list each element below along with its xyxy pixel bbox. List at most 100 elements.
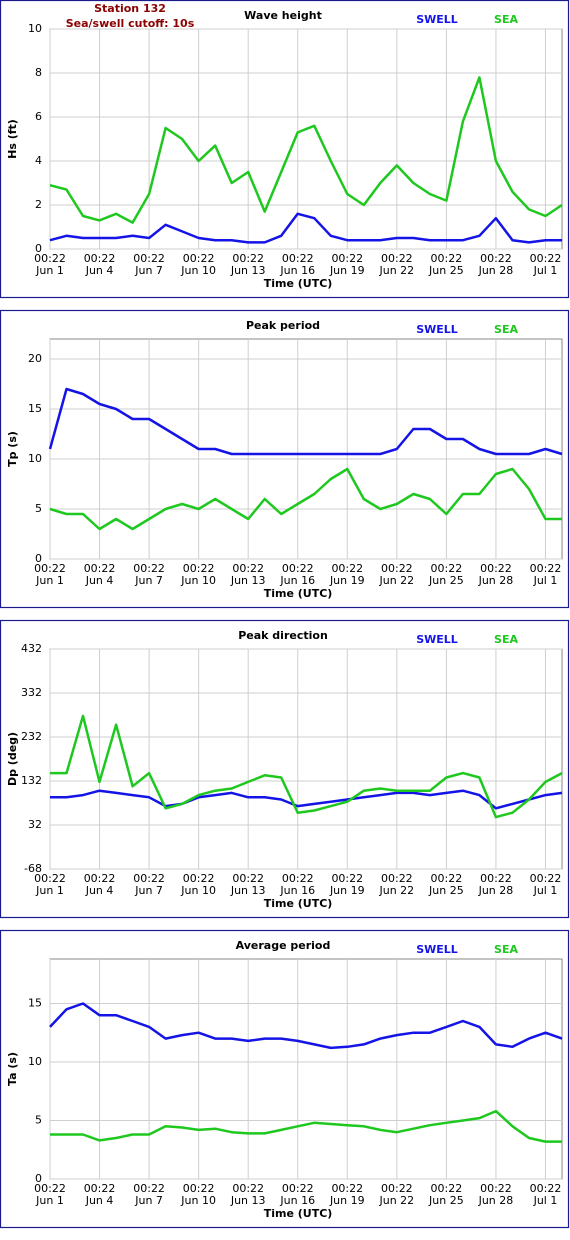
y-tick-label: 5: [35, 1113, 42, 1126]
y-tick-label: 4: [35, 154, 42, 167]
x-tick-label: 00:22: [183, 252, 215, 265]
x-tick-label: 00:22: [530, 562, 562, 575]
legend-label: SEA: [494, 943, 518, 956]
series-line: [49, 467, 562, 531]
x-tick-label: 00:22: [282, 562, 314, 575]
plot-area: [49, 648, 563, 870]
y-tick-label: 132: [21, 774, 42, 787]
x-tick-label: Jun 10: [180, 574, 216, 587]
x-tick-label: Jul 1: [533, 574, 558, 587]
x-tick-label: Jun 25: [428, 884, 464, 897]
x-tick-label: Jun 22: [378, 574, 414, 587]
y-tick-label: 15: [28, 996, 42, 1009]
x-tick-label: Jun 10: [180, 884, 216, 897]
x-tick-label: Jun 22: [378, 264, 414, 277]
x-tick-label: 00:22: [381, 872, 413, 885]
x-tick-label: 00:22: [84, 562, 116, 575]
y-tick-label: 10: [28, 1055, 42, 1068]
x-tick-label: 00:22: [133, 562, 165, 575]
x-tick-label: 00:22: [84, 1182, 116, 1195]
x-tick-label: 00:22: [530, 252, 562, 265]
y-axis-label: Dp (deg): [6, 732, 19, 786]
x-tick-label: Jun 28: [478, 884, 514, 897]
x-tick-label: Jun 10: [180, 264, 216, 277]
y-axis-label: Hs (ft): [6, 119, 19, 159]
y-tick-label: 10: [28, 22, 42, 35]
x-tick-label: 00:22: [34, 562, 66, 575]
x-tick-label: 00:22: [431, 872, 463, 885]
x-tick-label: Jun 4: [85, 264, 114, 277]
x-tick-label: 00:22: [232, 1182, 264, 1195]
chart-title: Peak period: [246, 319, 320, 332]
x-tick-label: Jun 4: [85, 884, 114, 897]
x-tick-label: Jun 7: [134, 574, 163, 587]
y-tick-label: 32: [28, 818, 42, 831]
x-tick-label: 00:22: [480, 562, 512, 575]
series-line: [49, 1002, 563, 1050]
x-tick-label: 00:22: [282, 1182, 314, 1195]
y-tick-label: 6: [35, 110, 42, 123]
y-tick-label: 8: [35, 66, 42, 79]
x-tick-label: Jun 22: [378, 1194, 414, 1207]
x-tick-label: 00:22: [480, 872, 512, 885]
x-tick-label: Jun 19: [329, 884, 365, 897]
y-tick-label: 332: [21, 686, 42, 699]
x-tick-label: Jun 1: [35, 884, 64, 897]
x-tick-label: Jun 10: [180, 1194, 216, 1207]
x-tick-label: 00:22: [530, 1182, 562, 1195]
plot-area: [49, 958, 563, 1180]
chart-title: Peak direction: [238, 629, 328, 642]
x-tick-label: Jun 7: [134, 264, 163, 277]
y-tick-label: -68: [24, 862, 42, 875]
legend-label: SEA: [494, 323, 518, 336]
x-tick-label: 00:22: [331, 1182, 363, 1195]
y-tick-label: 20: [28, 352, 42, 365]
x-tick-label: 00:22: [183, 562, 215, 575]
x-tick-label: 00:22: [34, 1182, 66, 1195]
x-tick-label: 00:22: [232, 562, 264, 575]
x-tick-label: Jun 19: [329, 574, 365, 587]
x-tick-label: Jun 28: [478, 264, 514, 277]
x-tick-label: 00:22: [84, 872, 116, 885]
x-tick-label: 00:22: [183, 1182, 215, 1195]
chart-title: Wave height: [244, 9, 322, 22]
x-tick-label: Jun 16: [279, 574, 315, 587]
x-tick-label: Jun 28: [478, 1194, 514, 1207]
y-axis-label: Ta (s): [6, 1052, 19, 1086]
x-tick-label: Jun 13: [230, 884, 266, 897]
x-tick-label: Jun 1: [35, 574, 64, 587]
legend-label: SEA: [494, 13, 518, 26]
series-line: [49, 212, 562, 244]
x-tick-label: 00:22: [331, 872, 363, 885]
chart-title: Average period: [236, 939, 331, 952]
x-tick-label: Jun 13: [230, 574, 266, 587]
x-tick-label: 00:22: [431, 252, 463, 265]
x-tick-label: 00:22: [431, 1182, 463, 1195]
legend-label: SWELL: [416, 943, 458, 956]
legend-label: SWELL: [416, 633, 458, 646]
y-tick-label: 0: [35, 552, 42, 565]
y-tick-label: 2: [35, 198, 42, 211]
x-tick-label: 00:22: [381, 252, 413, 265]
x-tick-label: Jun 16: [279, 264, 315, 277]
x-tick-label: Jun 22: [378, 884, 414, 897]
x-tick-label: 00:22: [431, 562, 463, 575]
plot-area: [49, 338, 563, 560]
x-tick-label: 00:22: [282, 872, 314, 885]
x-tick-label: 00:22: [133, 252, 165, 265]
x-tick-label: 00:22: [84, 252, 116, 265]
x-tick-label: Jun 25: [428, 1194, 464, 1207]
x-tick-label: Jun 16: [279, 1194, 315, 1207]
y-tick-label: 15: [28, 402, 42, 415]
x-tick-label: Jun 28: [478, 574, 514, 587]
x-tick-label: Jun 7: [134, 884, 163, 897]
x-tick-label: 00:22: [232, 252, 264, 265]
x-axis-label: Time (UTC): [264, 897, 333, 910]
x-tick-label: 00:22: [282, 252, 314, 265]
x-axis-label: Time (UTC): [264, 277, 333, 290]
